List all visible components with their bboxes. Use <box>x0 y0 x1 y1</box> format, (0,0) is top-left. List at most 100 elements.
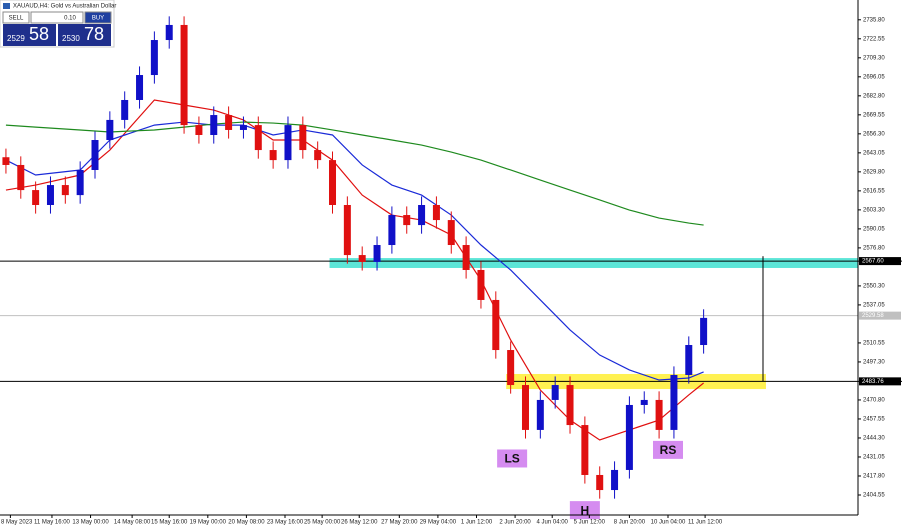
candle-body <box>388 215 396 246</box>
y-tick-label: 2669.55 <box>863 112 885 118</box>
y-tick-label: 2497.30 <box>863 360 885 366</box>
ask-big: 2530 <box>62 34 80 43</box>
candle-body <box>254 125 262 151</box>
y-tick-label: 2576.80 <box>863 245 885 251</box>
current-price-tag <box>859 311 901 320</box>
level-label: 2483.76 <box>862 379 884 385</box>
y-tick-label: 2444.30 <box>863 436 885 442</box>
y-tick-label: 2417.80 <box>863 474 885 480</box>
x-tick-label: 5 Jun 12:00 <box>574 520 606 526</box>
candle-body <box>521 385 529 430</box>
candle-body <box>46 185 54 205</box>
candle-body <box>358 255 366 262</box>
ask-box[interactable] <box>58 24 111 46</box>
candle-body <box>180 24 188 126</box>
x-tick-label: 10 Jun 04:00 <box>651 520 686 526</box>
candle-body <box>61 185 69 196</box>
trade-panel: XAUAUD,H4: Gold vs Australian Dollar SEL… <box>0 0 116 48</box>
annotation-label: H <box>581 503 590 517</box>
bid-small: 58 <box>29 24 49 44</box>
current-price-label: 2529.58 <box>862 313 884 319</box>
candle-body <box>492 299 500 351</box>
y-tick-label: 2457.55 <box>863 417 885 423</box>
moving-average <box>5 99 704 441</box>
lot-value: 0.10 <box>64 16 76 22</box>
candle-body <box>225 115 233 130</box>
y-tick-label: 2616.55 <box>863 188 885 194</box>
y-tick-label: 2537.05 <box>863 302 885 308</box>
x-tick-label: 23 May 16:00 <box>267 520 304 526</box>
plot-area: LS H RS <box>0 16 902 520</box>
annotation-box <box>652 440 683 459</box>
zone <box>329 258 859 268</box>
y-tick-label: 2603.30 <box>863 207 885 213</box>
candle-body <box>685 345 693 375</box>
x-tick-label: 2 Jun 20:00 <box>499 520 531 526</box>
y-tick-label: 2404.55 <box>863 493 885 499</box>
icon <box>3 3 10 9</box>
candle-body <box>239 125 247 130</box>
x-tick-label: 14 May 08:00 <box>114 520 151 526</box>
buy-label: BUY <box>92 16 104 22</box>
x-tick-label: 4 Jun 04:00 <box>537 520 569 526</box>
y-tick-label: 2722.55 <box>863 36 885 42</box>
candle-body <box>403 215 411 226</box>
candle-body <box>299 125 307 151</box>
y-tick-label: 2431.05 <box>863 455 885 461</box>
y-tick-label: 2470.80 <box>863 398 885 404</box>
level-label: 2567.60 <box>862 259 884 265</box>
x-tick-label: 11 Jun 12:00 <box>688 520 723 526</box>
candle-body <box>566 385 574 426</box>
candle-body <box>314 150 322 161</box>
sell-button[interactable] <box>2 11 30 24</box>
x-tick-label: 8 May 2023 <box>1 520 33 526</box>
candle-body <box>551 385 559 400</box>
y-tick-label: 2590.05 <box>863 226 885 232</box>
y-tick-label: 2510.55 <box>863 341 885 347</box>
candle-body <box>195 125 203 135</box>
x-tick-label: 27 May 20:00 <box>381 520 418 526</box>
candle-body <box>507 350 515 386</box>
candle-body <box>418 204 426 226</box>
lot-field[interactable] <box>30 11 84 24</box>
buy-button[interactable] <box>84 11 112 24</box>
level-tag <box>859 257 901 266</box>
ask-small: 78 <box>84 24 104 44</box>
moving-average <box>5 121 704 226</box>
symbol-title: XAUAUD,H4: Gold vs Australian Dollar <box>13 4 116 10</box>
candle-body <box>700 317 708 346</box>
candle-body <box>625 404 633 470</box>
sell-label: SELL <box>9 16 24 22</box>
candle-body <box>17 164 25 191</box>
y-tick-label: 2550.30 <box>863 283 885 289</box>
y-tick-label: 2643.05 <box>863 150 885 156</box>
x-tick-label: 29 May 04:00 <box>420 520 457 526</box>
x-tick-label: 20 May 08:00 <box>228 520 265 526</box>
candle-body <box>106 119 114 141</box>
candle-body <box>2 157 10 165</box>
candle-body <box>447 220 455 246</box>
bid-big: 2529 <box>7 34 25 43</box>
y-tick-label: 2656.30 <box>863 131 885 137</box>
candle-body <box>373 245 381 262</box>
candle-body <box>640 399 648 405</box>
x-tick-label: 26 May 12:00 <box>341 520 378 526</box>
x-tick-label: 19 May 00:00 <box>190 520 227 526</box>
candle-body <box>477 269 485 300</box>
bid-box[interactable] <box>3 24 56 46</box>
moving-average <box>5 121 704 381</box>
y-tick-label: 2682.80 <box>863 93 885 99</box>
candle-body <box>136 75 144 100</box>
y-tick-label: 2735.80 <box>863 17 885 23</box>
candle-body <box>432 204 440 221</box>
x-tick-label: 11 May 16:00 <box>34 520 71 526</box>
candle-body <box>165 24 173 41</box>
candle-body <box>611 469 619 491</box>
candle-body <box>269 150 277 161</box>
x-tick-label: 25 May 00:00 <box>304 520 341 526</box>
y-tick-label: 2709.30 <box>863 55 885 61</box>
candle-body <box>121 99 129 120</box>
candle-body <box>32 190 40 205</box>
y-tick-label: 2696.05 <box>863 74 885 80</box>
